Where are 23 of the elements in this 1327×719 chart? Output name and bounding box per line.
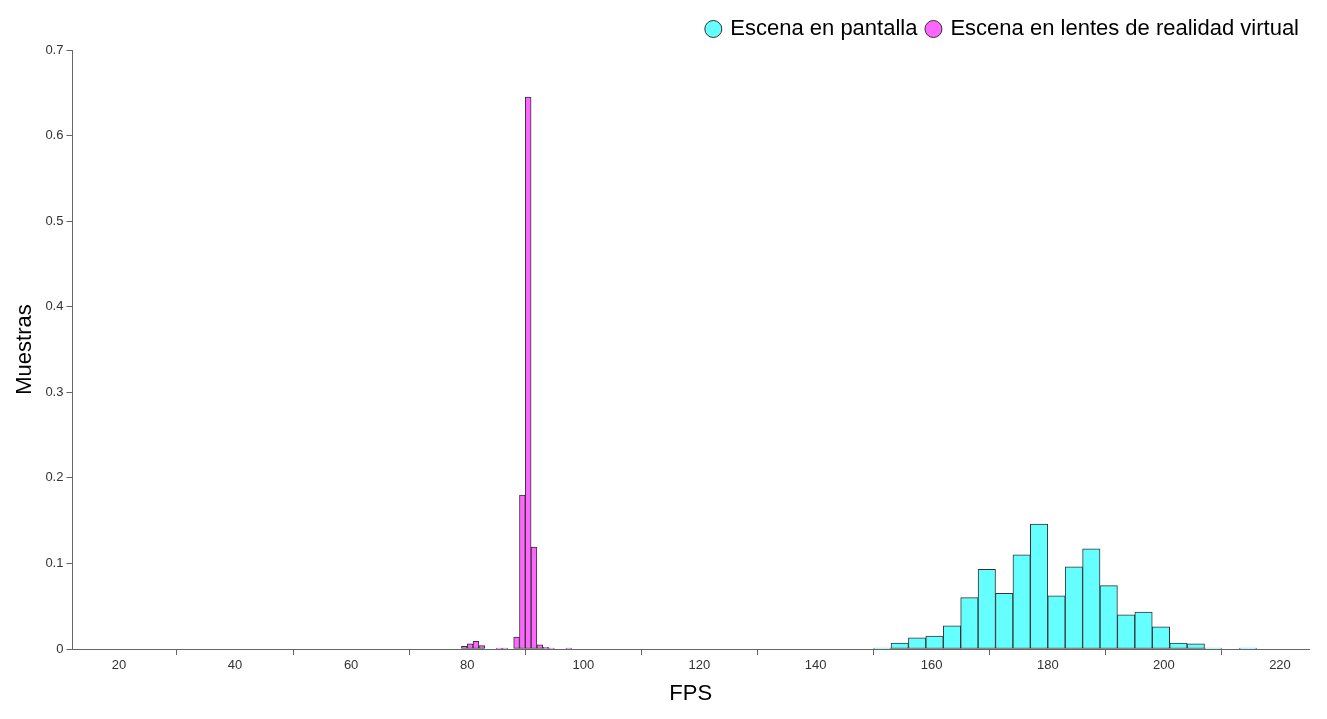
y-tick-label: 0.2 bbox=[45, 469, 64, 485]
x-tick-label: 20 bbox=[111, 657, 127, 673]
x-tick-label: 140 bbox=[804, 657, 827, 673]
x-tick-label: 100 bbox=[572, 657, 595, 673]
y-tick-label: 0.3 bbox=[45, 383, 64, 399]
legend-label: Escena en pantalla bbox=[730, 15, 919, 41]
y-tick-label: 0.6 bbox=[45, 127, 64, 143]
x-tick-label: 160 bbox=[920, 657, 943, 673]
x-tick-label: 40 bbox=[227, 657, 243, 673]
y-tick-label: 0 bbox=[56, 640, 64, 656]
x-tick-label: 200 bbox=[1153, 657, 1175, 673]
legend-label: Escena en lentes de realidad virtual bbox=[950, 15, 1300, 41]
x-tick-label: 220 bbox=[1269, 657, 1291, 673]
x-tick-label: 120 bbox=[688, 657, 711, 673]
y-tick-label: 0.1 bbox=[45, 555, 64, 571]
y-tick-label: 0.4 bbox=[45, 298, 64, 314]
y-axis-title: Muestras bbox=[11, 304, 37, 395]
x-tick-label: 60 bbox=[343, 657, 359, 673]
x-tick-label: 80 bbox=[460, 657, 475, 673]
x-axis-title: FPS bbox=[669, 679, 713, 705]
x-tick-label: 180 bbox=[1036, 657, 1059, 673]
y-tick-label: 0.5 bbox=[45, 212, 64, 228]
y-tick-label: 0.7 bbox=[45, 41, 64, 57]
